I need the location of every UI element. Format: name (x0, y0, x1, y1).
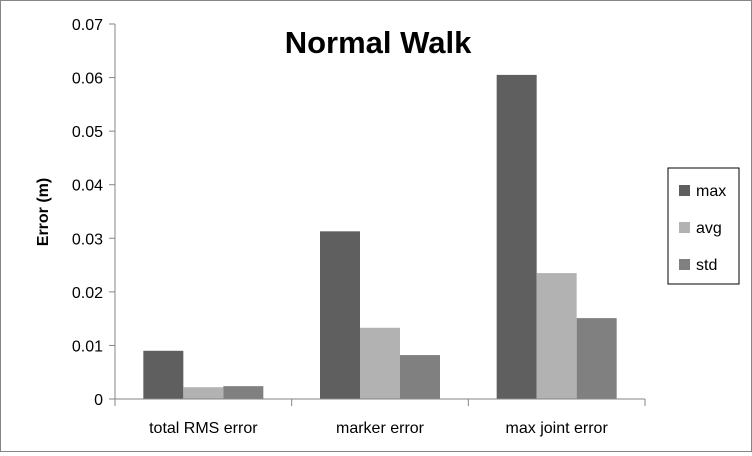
bar-avg (183, 387, 224, 399)
y-ticks: 0 0.01 0.02 0.03 0.04 0.05 0.06 0.07 (72, 17, 115, 409)
y-tick-label: 0.04 (72, 178, 103, 195)
y-tick-label: 0.02 (72, 285, 103, 302)
bar-avg (360, 327, 400, 399)
y-tick-label: 0.01 (72, 338, 103, 355)
legend: max avg std (667, 167, 740, 285)
legend-swatch-avg (679, 222, 690, 233)
y-tick-label: 0.07 (72, 17, 103, 34)
y-axis-label: Error (m) (35, 178, 52, 246)
bar-std (576, 318, 617, 399)
bar-std (400, 355, 440, 399)
y-axis: 0 0.01 0.02 0.03 0.04 0.05 0.06 0.07 (72, 17, 116, 409)
bar-avg (536, 273, 577, 399)
y-tick-label: 0.03 (72, 231, 103, 248)
bar-max (496, 74, 537, 400)
x-tick-label: max joint error (506, 420, 609, 437)
x-tick-label: marker error (336, 420, 425, 437)
x-axis: total RMS error marker error max joint err… (114, 398, 646, 437)
legend-label: std (696, 257, 717, 274)
bar-max (143, 350, 184, 399)
y-tick-label: 0.06 (72, 71, 103, 88)
legend-label: max (696, 183, 726, 200)
bar-std (223, 386, 264, 399)
x-labels: total RMS error marker error max joint err… (149, 420, 608, 437)
y-tick-label: 0 (94, 392, 103, 409)
x-ticks (114, 399, 646, 406)
legend-swatch-std (679, 259, 690, 270)
y-tick-label: 0.05 (72, 124, 103, 141)
x-tick-label: total RMS error (149, 420, 258, 437)
legend-label: avg (696, 220, 722, 237)
chart-title: Normal Walk (285, 25, 472, 60)
legend-swatch-max (679, 185, 690, 196)
bar-max (320, 231, 360, 399)
bars (143, 74, 617, 400)
